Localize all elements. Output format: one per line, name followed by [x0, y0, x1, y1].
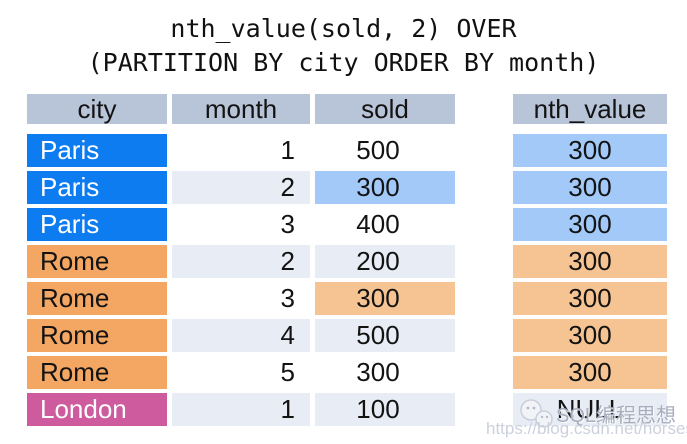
- sold-cell: 400: [356, 209, 400, 239]
- sold-cell: 500: [356, 135, 400, 165]
- month-cell: 1: [172, 393, 310, 426]
- sold-cell: 200: [315, 245, 455, 278]
- sold-cell-second-value: 300: [315, 171, 455, 204]
- month-cell: 3: [280, 283, 295, 313]
- sold-cell-second-value: 300: [315, 282, 455, 315]
- sold-cell: 100: [315, 393, 455, 426]
- city-cell: Rome: [27, 282, 167, 315]
- table-row-paris-1: Paris 1 500 300: [27, 134, 667, 167]
- nth-value-cell: 300: [513, 208, 667, 241]
- month-cell: 3: [280, 209, 295, 239]
- city-cell: Rome: [27, 356, 167, 389]
- table-row-rome-3: Rome 4 500 300: [27, 319, 667, 352]
- sql-expression-title: nth_value(sold, 2) OVER (PARTITION BY ci…: [0, 12, 687, 80]
- table-row-rome-2: Rome 3 300 300: [27, 282, 667, 315]
- nth-value-cell: 300: [513, 134, 667, 167]
- column-gap: [455, 94, 513, 127]
- watermark-brand-text: SQL编程思想: [556, 405, 677, 427]
- month-cell: 5: [280, 357, 295, 387]
- month-cell: 4: [172, 319, 310, 352]
- watermark-url-text: https://blog.csdn.net/horses: [486, 419, 687, 438]
- city-cell: Rome: [27, 245, 167, 278]
- month-cell: 1: [280, 135, 295, 165]
- nth-value-cell: 300: [513, 171, 667, 204]
- column-header-nth-value: nth_value: [513, 94, 667, 124]
- month-cell: 2: [172, 245, 310, 278]
- nth-value-cell: 300: [513, 282, 667, 315]
- nth-value-cell: 300: [513, 245, 667, 278]
- bird-mascot-icon: [520, 399, 553, 428]
- month-cell: 2: [172, 171, 310, 204]
- table-row-rome-4: Rome 5 300 300: [27, 356, 667, 389]
- table-row-paris-2: Paris 2 300 300: [27, 171, 667, 204]
- data-table: city month sold nth_value Paris 1 500 30…: [27, 94, 667, 430]
- city-cell: Paris: [27, 134, 167, 167]
- nth-value-cell: 300: [513, 356, 667, 389]
- sold-cell: 500: [315, 319, 455, 352]
- table-header-row: city month sold nth_value: [27, 94, 667, 127]
- city-cell: Paris: [27, 208, 167, 241]
- sold-cell: 300: [356, 357, 400, 387]
- city-cell: Rome: [27, 319, 167, 352]
- column-header-month: month: [172, 94, 310, 124]
- title-line-1: nth_value(sold, 2) OVER: [170, 14, 517, 43]
- table-row-rome-1: Rome 2 200 300: [27, 245, 667, 278]
- city-cell: London: [27, 393, 167, 426]
- city-cell: Paris: [27, 171, 167, 204]
- column-header-city: city: [27, 94, 167, 124]
- nth-value-cell: 300: [513, 319, 667, 352]
- column-header-sold: sold: [315, 94, 455, 124]
- title-line-2: (PARTITION BY city ORDER BY month): [87, 48, 600, 77]
- table-row-paris-3: Paris 3 400 300: [27, 208, 667, 241]
